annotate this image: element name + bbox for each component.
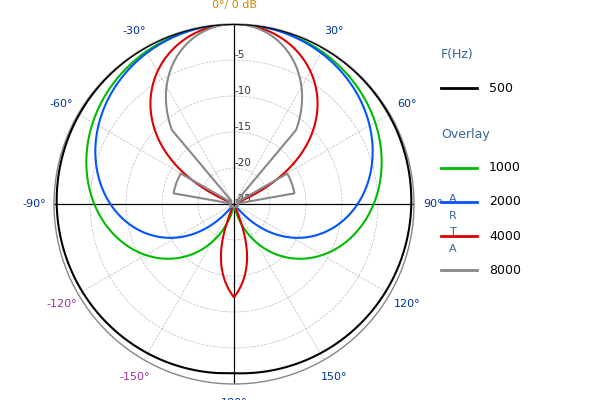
Text: 500: 500 xyxy=(489,82,513,94)
Text: 1000: 1000 xyxy=(489,162,521,174)
Text: 2000: 2000 xyxy=(489,196,521,208)
Text: A
R
T
A: A R T A xyxy=(449,194,457,254)
Text: F(Hz): F(Hz) xyxy=(441,48,474,61)
Text: 8000: 8000 xyxy=(489,264,521,276)
Text: 4000: 4000 xyxy=(489,230,521,242)
Text: Overlay: Overlay xyxy=(441,128,490,141)
